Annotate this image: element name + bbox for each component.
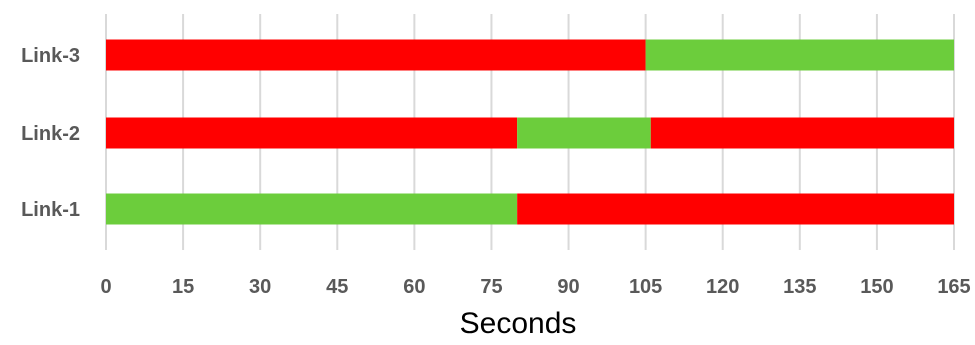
x-tick-label: 75 [480, 276, 502, 298]
x-tick-label: 15 [172, 276, 194, 298]
x-tick-label: 90 [557, 276, 579, 298]
x-tick-label: 30 [249, 276, 271, 298]
bar-segment-link-3 [645, 39, 954, 71]
x-tick-label: 105 [629, 276, 662, 298]
x-tick-label: 165 [937, 276, 970, 298]
bar-segments [106, 39, 954, 225]
bar-segment-link-2 [650, 117, 954, 149]
x-tick-label: 150 [860, 276, 893, 298]
bar-segment-link-3 [106, 39, 646, 71]
x-tick-labels: 0 15 30 45 60 75 90 105 120 135 150 165 [100, 276, 970, 298]
x-axis-title: Seconds [460, 307, 577, 340]
bar-segment-link-1 [517, 193, 954, 225]
x-tick-label: 135 [783, 276, 816, 298]
category-label-link-3: Link-3 [21, 45, 80, 67]
bar-segment-link-2 [517, 117, 651, 149]
x-tick-label: 60 [403, 276, 425, 298]
x-tick-label: 45 [326, 276, 348, 298]
bar-segment-link-2 [106, 117, 518, 149]
category-label-link-2: Link-2 [21, 123, 80, 145]
x-tick-label: 0 [100, 276, 111, 298]
bar-segment-link-1 [106, 193, 518, 225]
x-tick-label: 120 [706, 276, 739, 298]
category-labels: Link-3 Link-2 Link-1 [21, 45, 80, 221]
category-label-link-1: Link-1 [21, 199, 80, 221]
